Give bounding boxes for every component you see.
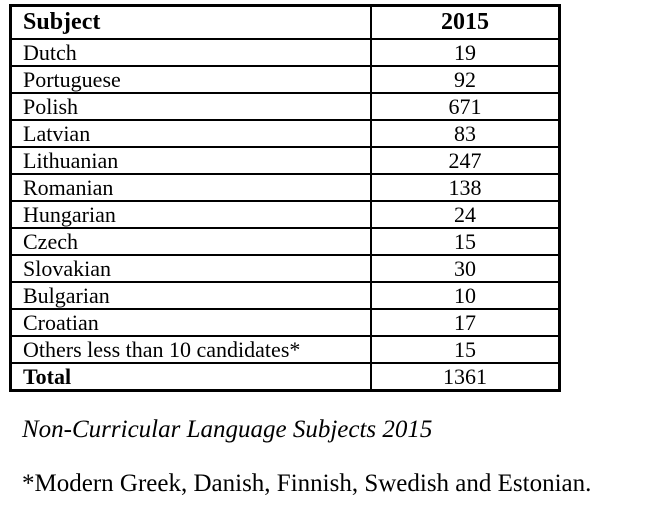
table-row: Others less than 10 candidates* 15 [9,335,561,364]
subject-cell: Hungarian [9,200,372,229]
header-year: 2015 [370,4,561,40]
value-cell: 671 [370,92,561,121]
value-cell: 24 [370,200,561,229]
value-cell: 247 [370,146,561,175]
table-row: Hungarian 24 [9,200,561,229]
table-row: Bulgarian 10 [9,281,561,310]
value-cell: 30 [370,254,561,283]
subject-cell: Polish [9,92,372,121]
subject-cell: Others less than 10 candidates* [9,335,372,364]
subject-cell: Total [9,362,372,392]
value-cell: 10 [370,281,561,310]
table-row: Latvian 83 [9,119,561,148]
table-row: Polish 671 [9,92,561,121]
subject-cell: Bulgarian [9,281,372,310]
total-row: Total 1361 [9,362,561,392]
table-header-row: Subject 2015 [9,4,561,40]
value-cell: 1361 [370,362,561,392]
subject-cell: Latvian [9,119,372,148]
value-cell: 92 [370,65,561,94]
subject-cell: Portuguese [9,65,372,94]
header-subject: Subject [9,4,372,40]
subject-cell: Dutch [9,38,372,67]
value-cell: 17 [370,308,561,337]
subject-cell: Czech [9,227,372,256]
value-cell: 138 [370,173,561,202]
table-caption: Non-Curricular Language Subjects 2015 [22,416,433,443]
subject-cell: Croatian [9,308,372,337]
value-cell: 15 [370,335,561,364]
table-row: Croatian 17 [9,308,561,337]
table-row: Czech 15 [9,227,561,256]
value-cell: 19 [370,38,561,67]
table-row: Romanian 138 [9,173,561,202]
footnote: *Modern Greek, Danish, Finnish, Swedish … [22,470,592,497]
value-cell: 15 [370,227,561,256]
subject-cell: Romanian [9,173,372,202]
value-cell: 83 [370,119,561,148]
table-row: Lithuanian 247 [9,146,561,175]
table-body: Dutch 19 Portuguese 92 Polish 671 Latvian 83 Lit… [9,38,561,392]
language-subjects-table: Subject 2015 Dutch 19 Portuguese 92 Polish 67… [9,4,561,392]
subject-cell: Lithuanian [9,146,372,175]
subject-cell: Slovakian [9,254,372,283]
table-row: Dutch 19 [9,38,561,67]
table-row: Portuguese 92 [9,65,561,94]
table-row: Slovakian 30 [9,254,561,283]
